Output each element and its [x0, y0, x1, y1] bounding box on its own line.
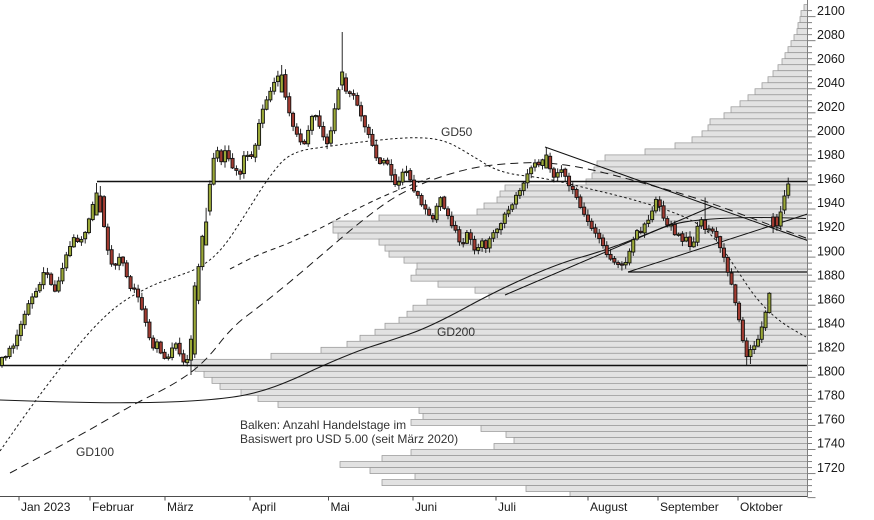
svg-text:2060: 2060: [817, 52, 845, 66]
svg-text:1900: 1900: [817, 244, 845, 258]
svg-text:März: März: [167, 500, 194, 514]
svg-text:2080: 2080: [817, 28, 845, 42]
svg-text:September: September: [660, 500, 719, 514]
svg-text:1940: 1940: [817, 196, 845, 210]
svg-text:1740: 1740: [817, 437, 845, 451]
svg-text:1980: 1980: [817, 148, 845, 162]
svg-text:2020: 2020: [817, 100, 845, 114]
svg-text:Balken: Anzahl Handelstage im: Balken: Anzahl Handelstage im: [240, 418, 406, 432]
svg-text:2000: 2000: [817, 124, 845, 138]
svg-text:2100: 2100: [817, 4, 845, 18]
svg-text:GD50: GD50: [441, 125, 473, 139]
svg-text:1960: 1960: [817, 172, 845, 186]
svg-text:Oktober: Oktober: [740, 500, 783, 514]
svg-text:1800: 1800: [817, 365, 845, 379]
svg-text:April: April: [252, 500, 276, 514]
svg-text:GD100: GD100: [76, 445, 114, 459]
svg-text:1880: 1880: [817, 268, 845, 282]
svg-text:Jan 2023: Jan 2023: [21, 500, 71, 514]
svg-text:Juni: Juni: [415, 500, 437, 514]
svg-text:1780: 1780: [817, 389, 845, 403]
svg-text:August: August: [590, 500, 628, 514]
svg-text:1860: 1860: [817, 292, 845, 306]
svg-text:Juli: Juli: [498, 500, 516, 514]
svg-text:Februar: Februar: [92, 500, 134, 514]
svg-text:2040: 2040: [817, 76, 845, 90]
svg-text:1720: 1720: [817, 461, 845, 475]
svg-text:1840: 1840: [817, 317, 845, 331]
svg-text:1920: 1920: [817, 220, 845, 234]
svg-text:1760: 1760: [817, 413, 845, 427]
svg-text:GD200: GD200: [437, 325, 475, 339]
svg-text:1820: 1820: [817, 341, 845, 355]
svg-text:Basiswert pro USD 5.00 (seit M: Basiswert pro USD 5.00 (seit März 2020): [240, 432, 458, 446]
svg-text:Mai: Mai: [331, 500, 350, 514]
